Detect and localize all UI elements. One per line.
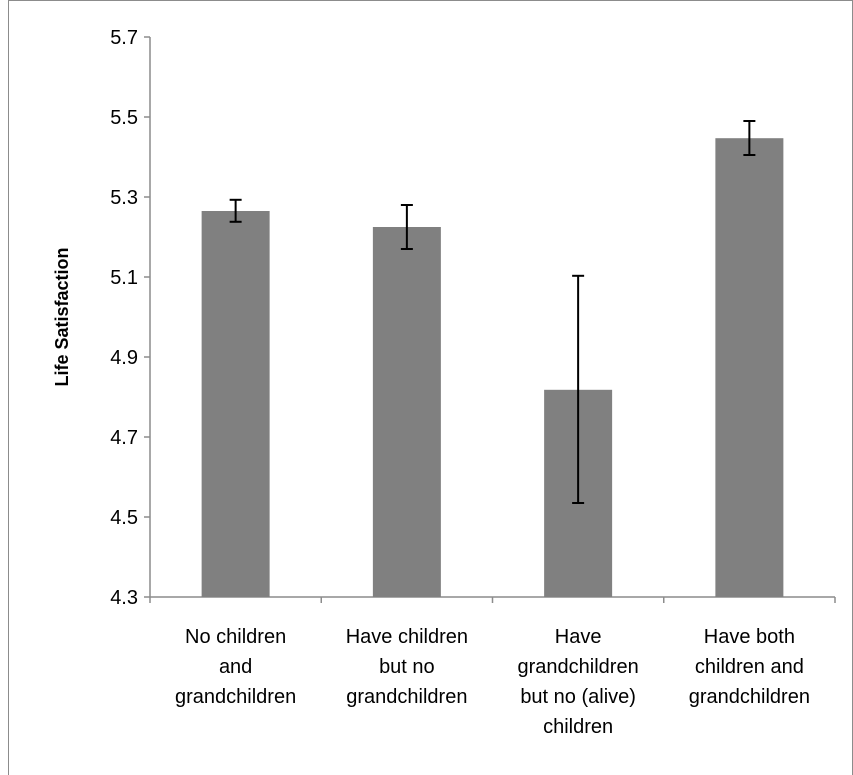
x-category-label: Have [555, 626, 602, 648]
x-category-label: No children [185, 626, 286, 648]
y-axis-title: Life Satisfaction [52, 247, 72, 386]
x-category-label: Have children [346, 626, 468, 648]
y-tick-label: 4.9 [110, 347, 138, 369]
bar [372, 227, 441, 597]
x-category-label: grandchildren [518, 656, 639, 678]
x-category-label: but no (alive) [520, 686, 636, 708]
y-tick-label: 4.5 [110, 507, 138, 529]
x-category-label: children and [695, 656, 804, 678]
y-tick-label: 5.7 [110, 27, 138, 49]
y-tick-label: 5.3 [110, 187, 138, 209]
y-tick-label: 5.5 [110, 107, 138, 129]
y-tick-label: 4.7 [110, 427, 138, 449]
x-category-label: grandchildren [689, 686, 810, 708]
x-category-label: grandchildren [346, 686, 467, 708]
y-tick-label: 5.1 [110, 267, 138, 289]
bar [715, 138, 784, 597]
x-category-label: Have both [704, 626, 795, 648]
x-category-label: but no [379, 656, 435, 678]
x-category-label: children [543, 716, 613, 738]
y-tick-label: 4.3 [110, 587, 138, 609]
x-category-label: grandchildren [175, 686, 296, 708]
x-category-label: and [219, 656, 252, 678]
bar [201, 211, 270, 597]
